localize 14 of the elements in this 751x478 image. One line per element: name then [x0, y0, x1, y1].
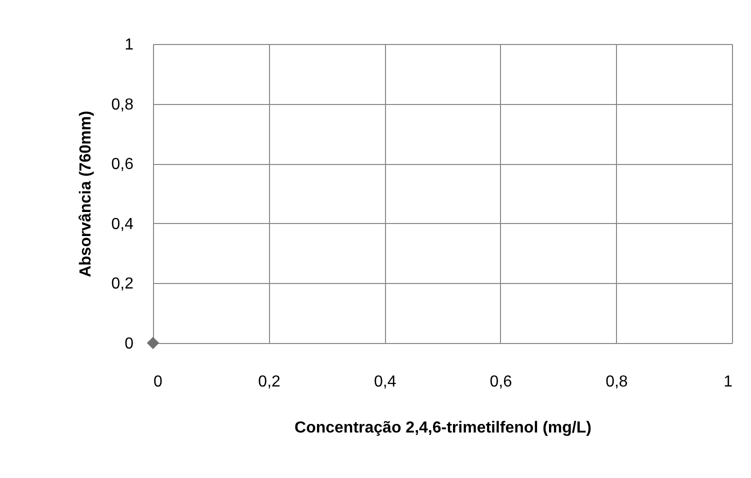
x-tick-label: 0,2 [258, 374, 281, 390]
x-tick-label: 1 [724, 374, 733, 390]
x-tick-label: 0,4 [374, 374, 396, 390]
y-tick-label: 0,2 [111, 276, 134, 293]
y-tick-label: 0,8 [111, 96, 134, 114]
y-tick-label: 0 [124, 336, 134, 352]
x-tick-label: 0,6 [490, 374, 512, 390]
x-axis-title: Concentração 2,4,6-trimetilfenol (mg/L) [294, 420, 592, 436]
x-tick-label: 0 [154, 374, 162, 390]
y-tick-label: 0,4 [111, 216, 134, 233]
y-axis-title: Absorvância (760mm) [77, 110, 94, 278]
y-tick-label: 0,6 [111, 156, 134, 174]
y-tick-label: 1 [124, 36, 134, 54]
x-tick-label: 0,8 [606, 374, 628, 390]
